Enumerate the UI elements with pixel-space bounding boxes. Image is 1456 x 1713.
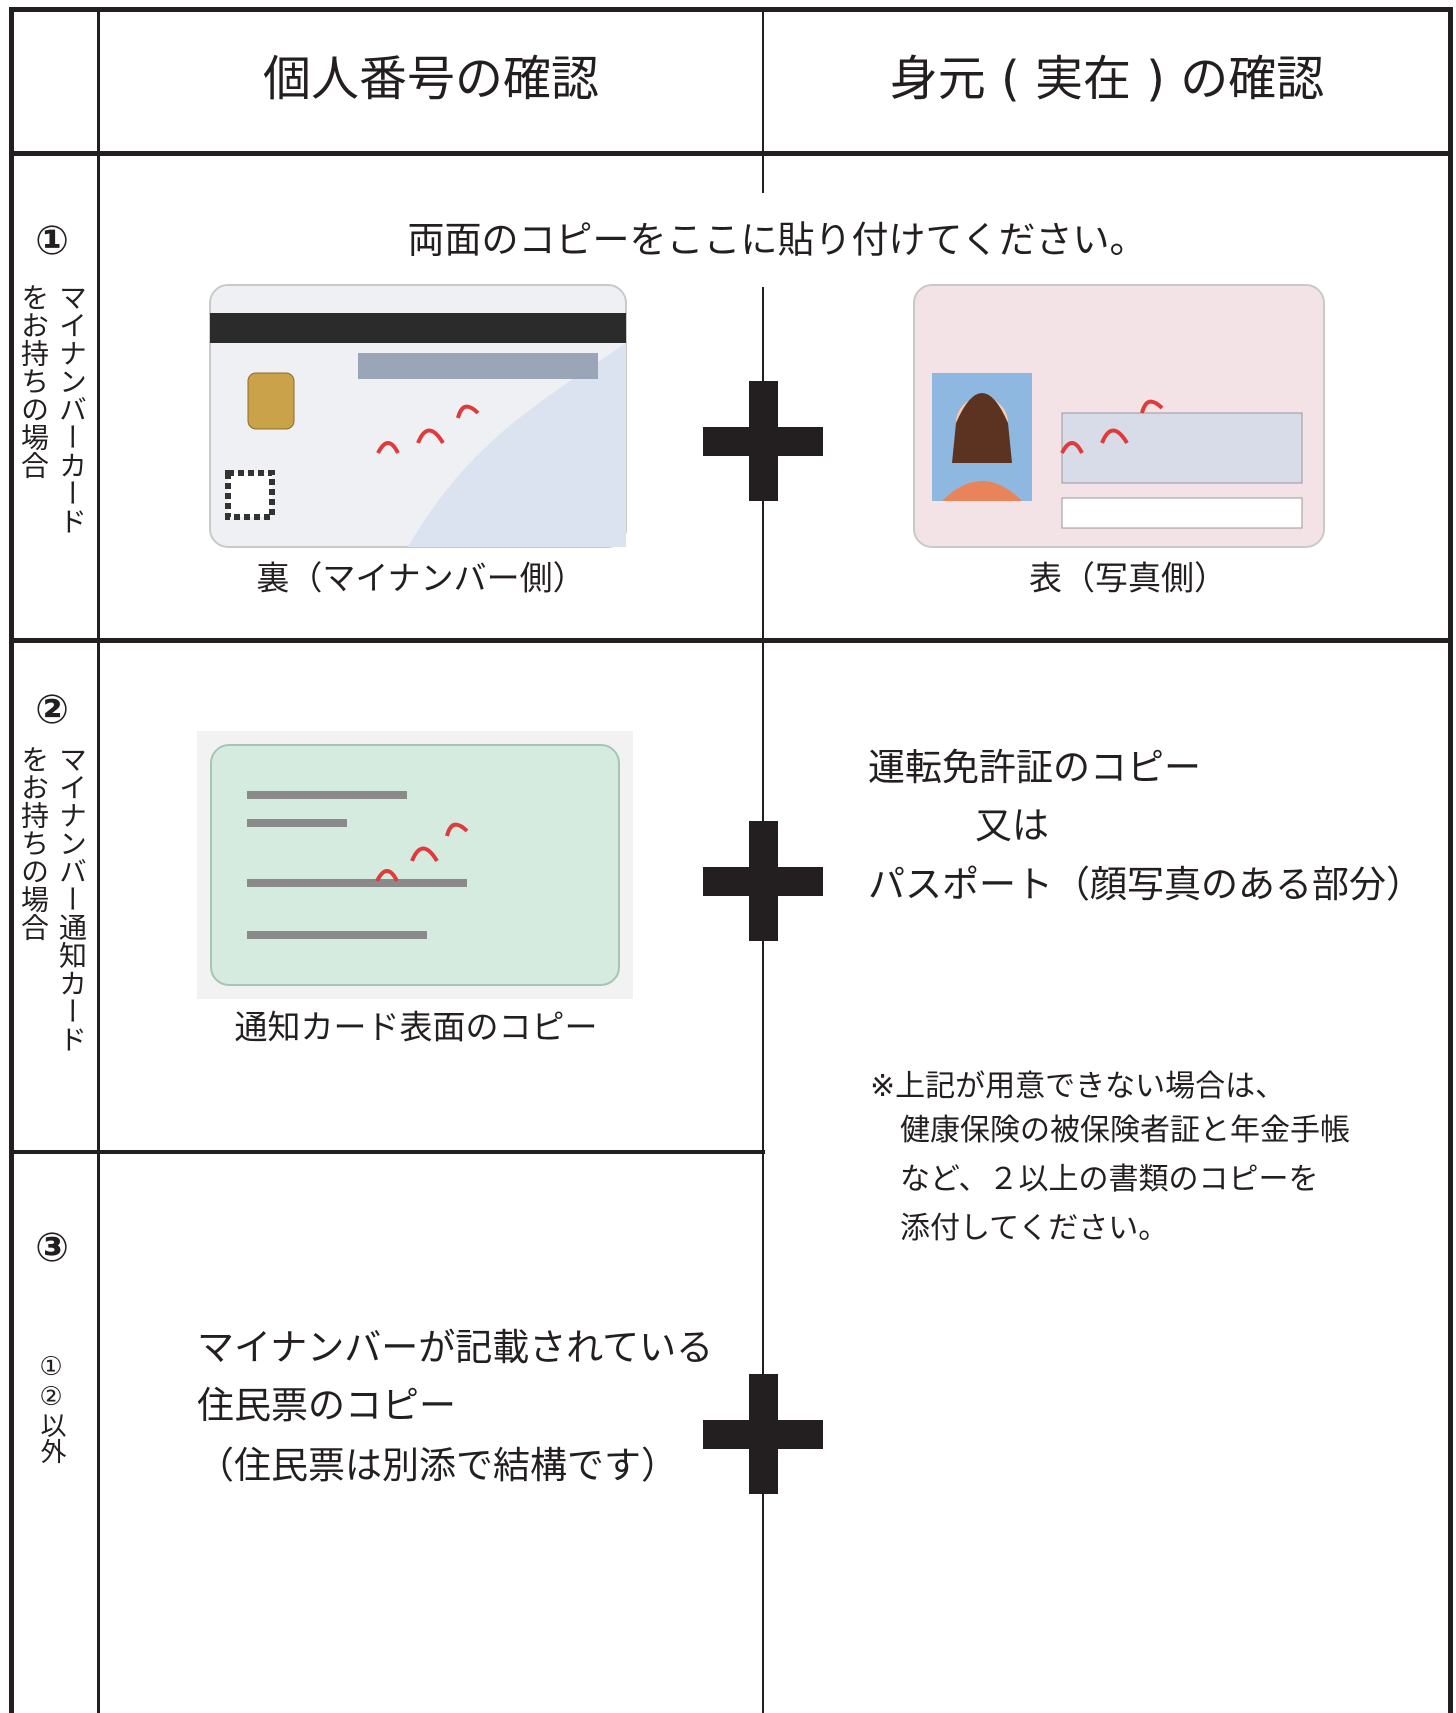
row-label: をお持ちの場合: [17, 283, 50, 479]
row-number: ①: [35, 218, 69, 264]
header-rule: [9, 151, 1453, 156]
row-text: 住民票のコピー: [197, 1384, 456, 1427]
border-right: [1448, 7, 1453, 1713]
row-label: マイナンバーカード: [55, 283, 88, 535]
identity-text: 運転免許証のコピー: [868, 746, 1201, 789]
note-text: など、２以上の書類のコピーを: [900, 1162, 1319, 1197]
row-text: （住民票は別添で結構です）: [197, 1444, 678, 1487]
column-rule: [762, 7, 764, 193]
row-label: ①②以外: [36, 1352, 66, 1464]
plus-sign: [703, 381, 823, 501]
identity-text: 又は: [975, 804, 1049, 847]
identity-text: パスポート（顔写真のある部分）: [868, 863, 1423, 906]
row-rule: [9, 638, 1453, 643]
caption: 表（写真側）: [1029, 558, 1227, 598]
note-text: ※上記が用意できない場合は、: [870, 1069, 1286, 1104]
plus-sign: [703, 821, 823, 941]
notification-card-image: [197, 731, 633, 999]
column-rule: [762, 287, 764, 1713]
row-label: をお持ちの場合: [17, 745, 50, 941]
note-text: 健康保険の被保険者証と年金手帳: [900, 1113, 1350, 1148]
row-rule: [9, 1150, 765, 1154]
border-top: [9, 7, 1453, 12]
card-front-image: [913, 284, 1325, 548]
row-number: ③: [35, 1225, 69, 1271]
border-left: [9, 7, 14, 1713]
plus-sign: [703, 1374, 823, 1494]
row-number: ②: [35, 687, 69, 733]
note-text: 添付してください。: [900, 1211, 1169, 1246]
card-back-image: [209, 284, 627, 548]
row-text: マイナンバーが記載されている: [197, 1326, 714, 1369]
caption: 通知カード表面のコピー: [234, 1007, 598, 1047]
column-header: 個人番号の確認: [262, 51, 600, 107]
row-label: マイナンバー通知カード: [55, 745, 88, 1053]
column-rule: [97, 7, 100, 1713]
column-header: 身元 ( 実在 ) の確認: [889, 51, 1325, 107]
instruction: 両面のコピーをここに貼り付けてください。: [407, 218, 1147, 262]
caption: 裏（マイナンバー側）: [256, 558, 586, 598]
